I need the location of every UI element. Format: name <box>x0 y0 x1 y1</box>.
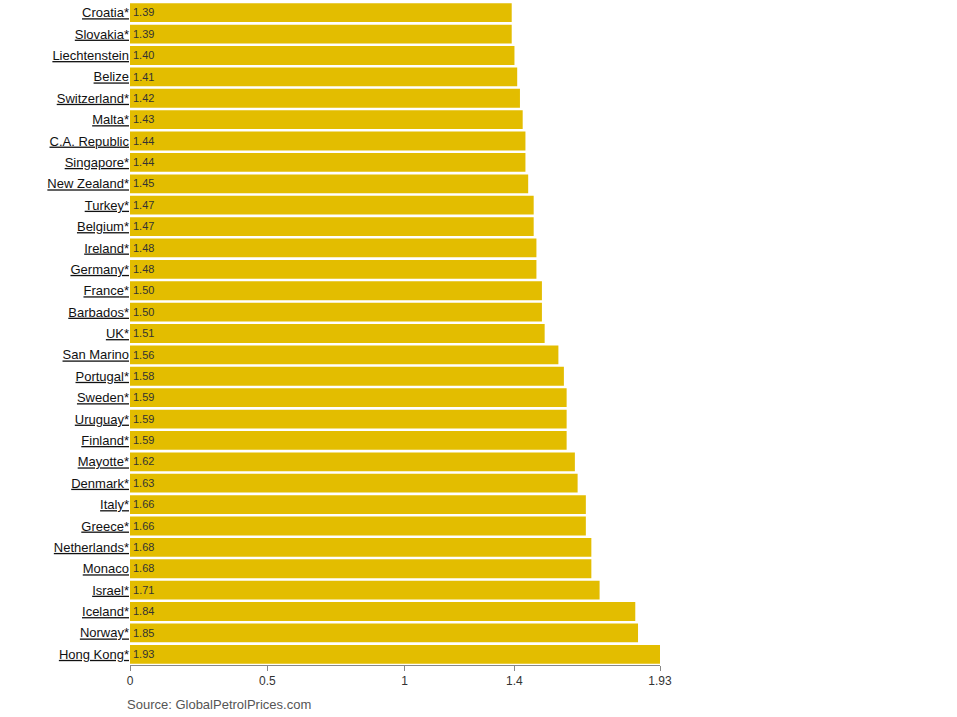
svg-text:1.66: 1.66 <box>133 498 154 510</box>
svg-text:Germany*: Germany* <box>70 262 129 277</box>
svg-text:Mayotte*: Mayotte* <box>78 454 129 469</box>
svg-text:Portugal*: Portugal* <box>76 369 129 384</box>
svg-text:1.48: 1.48 <box>133 263 154 275</box>
svg-text:1.44: 1.44 <box>133 135 154 147</box>
svg-text:Denmark*: Denmark* <box>71 476 129 491</box>
svg-text:1.4: 1.4 <box>506 674 523 688</box>
svg-text:Hong Kong*: Hong Kong* <box>59 647 129 662</box>
svg-text:1.71: 1.71 <box>133 584 154 596</box>
svg-text:Singapore*: Singapore* <box>65 155 129 170</box>
svg-text:1.47: 1.47 <box>133 199 154 211</box>
svg-text:1.58: 1.58 <box>133 370 154 382</box>
svg-text:Finland*: Finland* <box>81 433 129 448</box>
svg-text:1.40: 1.40 <box>133 49 154 61</box>
svg-text:France*: France* <box>83 283 129 298</box>
svg-text:Belize: Belize <box>94 69 129 84</box>
svg-text:1.59: 1.59 <box>133 391 154 403</box>
svg-text:Netherlands*: Netherlands* <box>54 540 129 555</box>
svg-text:1.93: 1.93 <box>648 674 672 688</box>
svg-text:1.50: 1.50 <box>133 306 154 318</box>
svg-text:Uruguay*: Uruguay* <box>75 412 129 427</box>
svg-text:1.39: 1.39 <box>133 28 154 40</box>
svg-text:1.63: 1.63 <box>133 477 154 489</box>
svg-text:0.5: 0.5 <box>259 674 276 688</box>
svg-text:Iceland*: Iceland* <box>82 604 129 619</box>
svg-text:Turkey*: Turkey* <box>85 198 129 213</box>
svg-text:1.66: 1.66 <box>133 520 154 532</box>
svg-text:1: 1 <box>401 674 408 688</box>
svg-text:1.48: 1.48 <box>133 242 154 254</box>
svg-text:Israel*: Israel* <box>92 583 129 598</box>
svg-text:1.56: 1.56 <box>133 349 154 361</box>
svg-text:1.42: 1.42 <box>133 92 154 104</box>
svg-text:Belgium*: Belgium* <box>77 219 129 234</box>
svg-text:Liechtenstein: Liechtenstein <box>52 48 129 63</box>
svg-text:C.A. Republic: C.A. Republic <box>50 134 130 149</box>
svg-text:1.68: 1.68 <box>133 541 154 553</box>
svg-text:1.62: 1.62 <box>133 455 154 467</box>
svg-text:0: 0 <box>127 674 134 688</box>
svg-text:Ireland*: Ireland* <box>84 241 129 256</box>
svg-text:Switzerland*: Switzerland* <box>57 91 129 106</box>
svg-text:Slovakia*: Slovakia* <box>75 27 129 42</box>
svg-text:Croatia*: Croatia* <box>82 5 129 20</box>
svg-text:1.68: 1.68 <box>133 562 154 574</box>
svg-text:Greece*: Greece* <box>81 519 129 534</box>
svg-text:1.39: 1.39 <box>133 6 154 18</box>
svg-text:1.85: 1.85 <box>133 627 154 639</box>
svg-text:1.59: 1.59 <box>133 434 154 446</box>
svg-text:Monaco: Monaco <box>83 561 129 576</box>
svg-text:1.84: 1.84 <box>133 605 154 617</box>
svg-text:New Zealand*: New Zealand* <box>47 176 129 191</box>
svg-text:1.47: 1.47 <box>133 220 154 232</box>
svg-text:1.59: 1.59 <box>133 413 154 425</box>
svg-text:UK*: UK* <box>106 326 129 341</box>
svg-text:1.43: 1.43 <box>133 113 154 125</box>
svg-text:Barbados*: Barbados* <box>68 305 129 320</box>
svg-text:Malta*: Malta* <box>92 112 129 127</box>
svg-text:1.44: 1.44 <box>133 156 154 168</box>
svg-text:1.41: 1.41 <box>133 71 154 83</box>
svg-text:Norway*: Norway* <box>80 625 129 640</box>
svg-text:San Marino: San Marino <box>63 347 129 362</box>
svg-text:Italy*: Italy* <box>100 497 129 512</box>
svg-text:Source: GlobalPetrolPrices.com: Source: GlobalPetrolPrices.com <box>127 697 311 712</box>
svg-text:1.93: 1.93 <box>133 648 154 660</box>
svg-text:1.45: 1.45 <box>133 177 154 189</box>
svg-text:1.50: 1.50 <box>133 284 154 296</box>
svg-text:Sweden*: Sweden* <box>77 390 129 405</box>
svg-text:1.51: 1.51 <box>133 327 154 339</box>
